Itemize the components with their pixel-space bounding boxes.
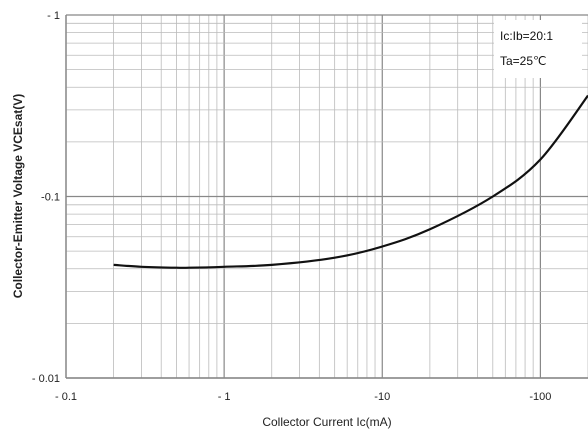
x-tick-label: -10 [374, 391, 390, 403]
x-axis-label: Collector Current Ic(mA) [262, 415, 391, 429]
y-tick-label: - 1 [47, 10, 60, 22]
x-tick-label: -100 [529, 391, 551, 403]
y-tick-label: - 0.01 [32, 373, 60, 385]
y-tick-label: -0.1 [41, 192, 60, 204]
y-axis-label: Collector-Emitter Voltage VCEsat(V) [11, 94, 25, 298]
series-line [113, 94, 588, 269]
annotation-box: Ic:Ib=20:1 Ta=25℃ [494, 20, 582, 78]
temperature-annotation: Ta=25℃ [500, 54, 547, 68]
x-tick-label: - 0.1 [55, 391, 77, 403]
tick-labels: - 0.1 - 1 -10 -100 - 1 -0.1 - 0.01 [32, 10, 552, 403]
ratio-annotation: Ic:Ib=20:1 [500, 29, 553, 43]
x-tick-label: - 1 [218, 391, 231, 403]
